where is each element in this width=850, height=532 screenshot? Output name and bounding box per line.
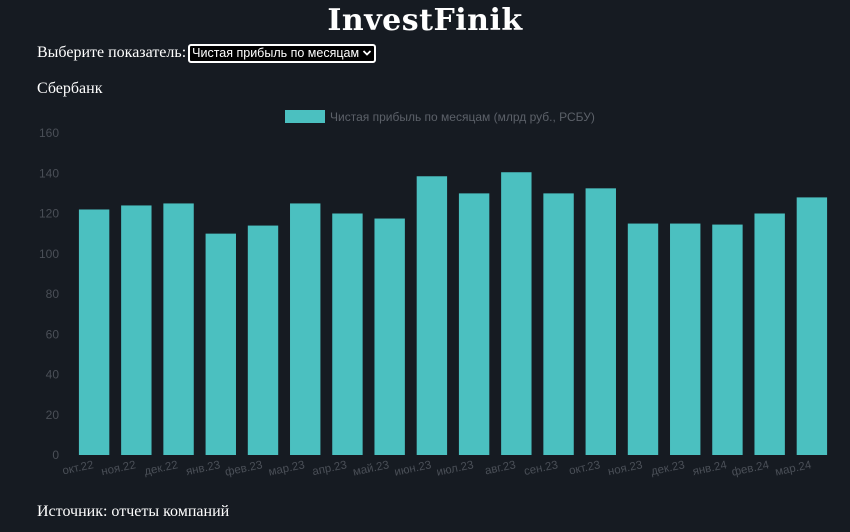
x-tick-label: июл.23 (436, 459, 475, 479)
y-tick-label: 40 (46, 368, 60, 382)
y-tick-label: 100 (39, 247, 59, 261)
bar (501, 172, 532, 455)
x-tick-label: дек.22 (143, 459, 179, 478)
x-tick-label: апр.23 (311, 459, 348, 478)
x-tick-label: окт.23 (568, 459, 601, 477)
y-tick-label: 120 (39, 207, 59, 221)
bar (627, 223, 659, 455)
bar (796, 197, 828, 455)
bar (543, 193, 574, 456)
metric-select-dropdown[interactable]: Чистая прибыль по месяцам (188, 43, 377, 63)
app-title: InvestFinik (327, 3, 523, 38)
bar (754, 213, 785, 455)
bar (416, 176, 448, 455)
x-tick-label: мар.24 (774, 459, 813, 478)
bar (247, 225, 279, 455)
bar-chart: Чистая прибыль по месяцам (млрд руб., РС… (39, 110, 828, 479)
bar (121, 205, 152, 455)
bar (670, 223, 701, 455)
y-tick-label: 140 (39, 166, 59, 180)
chevron-down-icon (362, 50, 372, 56)
legend-label: Чистая прибыль по месяцам (млрд руб., РС… (330, 110, 595, 124)
bar (458, 193, 490, 456)
chart-legend: Чистая прибыль по месяцам (млрд руб., РС… (285, 110, 595, 124)
x-tick-label: фев.24 (731, 459, 771, 479)
x-tick-label: дек.23 (650, 459, 686, 478)
bar (78, 209, 110, 455)
bar (374, 218, 405, 455)
legend-swatch (285, 110, 325, 123)
bar (290, 203, 321, 455)
bar (712, 224, 743, 455)
bar (205, 233, 236, 456)
x-tick-label: май.23 (352, 459, 390, 478)
metric-selector-row: Выберите показатель: Чистая прибыль по м… (37, 43, 377, 63)
x-tick-label: окт.22 (61, 459, 94, 477)
x-tick-label: янв.24 (692, 459, 729, 478)
metric-select-value: Чистая прибыль по месяцам (192, 46, 360, 60)
x-tick-label: ноя.22 (100, 459, 137, 478)
x-tick-label: сен.23 (523, 459, 559, 478)
bar (163, 203, 194, 455)
x-tick-label: янв.23 (185, 459, 221, 478)
y-tick-label: 160 (39, 126, 59, 140)
chart-container: Чистая прибыль по месяцам (млрд руб., РС… (30, 100, 840, 498)
y-tick-label: 0 (52, 448, 59, 462)
bar (585, 188, 616, 455)
metric-selector-label: Выберите показатель: (37, 44, 187, 61)
x-tick-label: мар.23 (267, 459, 305, 478)
x-tick-label: июн.23 (393, 459, 432, 479)
y-tick-label: 20 (46, 408, 60, 422)
x-tick-label: авг.23 (484, 459, 517, 477)
y-tick-label: 80 (46, 287, 60, 301)
company-name: Сбербанк (37, 80, 103, 97)
y-tick-label: 60 (46, 327, 60, 341)
footer-source: Источник: отчеты компаний (37, 503, 230, 520)
x-tick-label: фев.23 (224, 459, 264, 479)
x-tick-label: ноя.23 (607, 459, 644, 478)
bar (332, 213, 363, 455)
